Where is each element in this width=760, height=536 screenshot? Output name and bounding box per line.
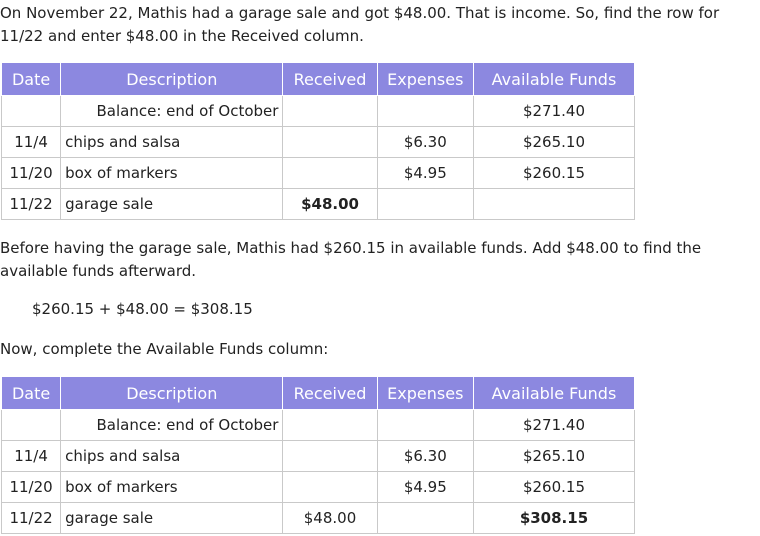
cell-description: garage sale xyxy=(60,188,284,220)
cell-available: $265.10 xyxy=(472,126,636,158)
ledger-table-completed: Date Description Received Expenses Avail… xyxy=(0,376,636,534)
cell-received xyxy=(282,440,378,472)
complete-instruction: Now, complete the Available Funds column… xyxy=(0,340,329,358)
cell-description: Balance: end of October xyxy=(60,95,284,127)
table-row: 11/20 box of markers $4.95 $260.15 xyxy=(0,471,636,503)
cell-available: $260.15 xyxy=(472,157,636,189)
ledger-table-initial: Date Description Received Expenses Avail… xyxy=(0,62,636,220)
cell-available: $271.40 xyxy=(472,95,636,127)
cell-received xyxy=(282,157,378,189)
cell-available-highlight: $308.15 xyxy=(472,502,636,534)
cell-available: $271.40 xyxy=(472,409,636,441)
cell-expenses: $4.95 xyxy=(376,157,474,189)
cell-expenses: $6.30 xyxy=(376,126,474,158)
header-received: Received xyxy=(282,62,378,96)
cell-received xyxy=(282,409,378,441)
table-row: Balance: end of October $271.40 xyxy=(0,95,636,127)
intro-text: On November 22, Mathis had a garage sale… xyxy=(0,4,720,45)
header-date: Date xyxy=(0,62,62,96)
cell-date xyxy=(0,409,62,441)
table-row: 11/22 garage sale $48.00 xyxy=(0,188,636,220)
header-description: Description xyxy=(60,62,284,96)
table-row: 11/4 chips and salsa $6.30 $265.10 xyxy=(0,440,636,472)
header-available-funds: Available Funds xyxy=(472,62,636,96)
cell-date: 11/4 xyxy=(0,126,62,158)
header-date: Date xyxy=(0,376,62,410)
middle-text: Before having the garage sale, Mathis ha… xyxy=(0,239,702,280)
cell-description: garage sale xyxy=(60,502,284,534)
table-row: Balance: end of October $271.40 xyxy=(0,409,636,441)
table-row: 11/20 box of markers $4.95 $260.15 xyxy=(0,157,636,189)
cell-expenses xyxy=(376,409,474,441)
cell-expenses: $6.30 xyxy=(376,440,474,472)
cell-received xyxy=(282,95,378,127)
cell-expenses xyxy=(376,95,474,127)
cell-available: $260.15 xyxy=(472,471,636,503)
header-expenses: Expenses xyxy=(376,62,474,96)
cell-available xyxy=(472,188,636,220)
cell-received xyxy=(282,126,378,158)
cell-date: 11/4 xyxy=(0,440,62,472)
cell-date: 11/22 xyxy=(0,188,62,220)
table-header-row: Date Description Received Expenses Avail… xyxy=(0,376,636,410)
cell-expenses xyxy=(376,502,474,534)
cell-description: Balance: end of October xyxy=(60,409,284,441)
header-description: Description xyxy=(60,376,284,410)
table-header-row: Date Description Received Expenses Avail… xyxy=(0,62,636,96)
cell-expenses: $4.95 xyxy=(376,471,474,503)
cell-date xyxy=(0,95,62,127)
cell-description: chips and salsa xyxy=(60,126,284,158)
equation: $260.15 + $48.00 = $308.15 xyxy=(32,300,253,318)
cell-expenses xyxy=(376,188,474,220)
header-received: Received xyxy=(282,376,378,410)
cell-available: $265.10 xyxy=(472,440,636,472)
table-row: 11/4 chips and salsa $6.30 $265.10 xyxy=(0,126,636,158)
header-available-funds: Available Funds xyxy=(472,376,636,410)
cell-date: 11/22 xyxy=(0,502,62,534)
cell-received: $48.00 xyxy=(282,502,378,534)
table-row: 11/22 garage sale $48.00 $308.15 xyxy=(0,502,636,534)
cell-description: chips and salsa xyxy=(60,440,284,472)
cell-received-highlight: $48.00 xyxy=(282,188,378,220)
cell-date: 11/20 xyxy=(0,157,62,189)
cell-received xyxy=(282,471,378,503)
cell-description: box of markers xyxy=(60,471,284,503)
cell-description: box of markers xyxy=(60,157,284,189)
cell-date: 11/20 xyxy=(0,471,62,503)
header-expenses: Expenses xyxy=(376,376,474,410)
